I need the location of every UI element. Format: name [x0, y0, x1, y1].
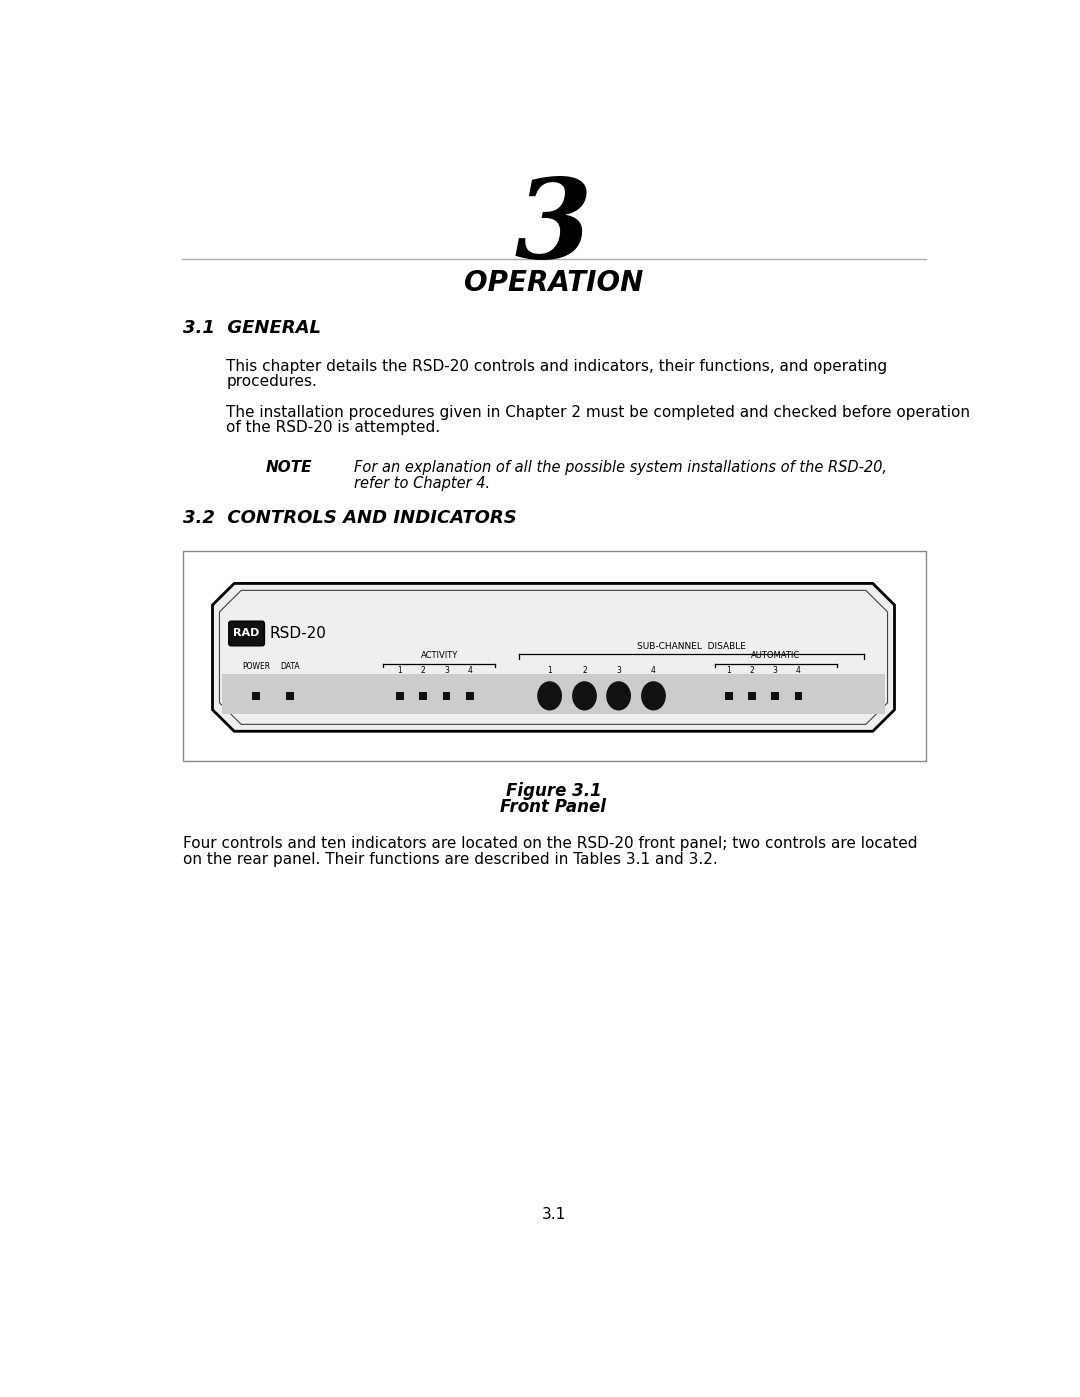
Text: DATA: DATA	[280, 662, 300, 671]
Text: Figure 3.1: Figure 3.1	[505, 782, 602, 800]
Bar	[771, 692, 779, 700]
Text: POWER: POWER	[242, 662, 270, 671]
Text: 3.2  CONTROLS AND INDICATORS: 3.2 CONTROLS AND INDICATORS	[183, 509, 517, 527]
Text: on the rear panel. Their functions are described in Tables 3.1 and 3.2.: on the rear panel. Their functions are d…	[183, 852, 718, 866]
Polygon shape	[213, 584, 894, 731]
Text: ACTIVITY: ACTIVITY	[420, 651, 458, 661]
Text: refer to Chapter 4.: refer to Chapter 4.	[353, 476, 489, 490]
Text: 1: 1	[548, 666, 552, 675]
Text: AUTOMATIC: AUTOMATIC	[752, 651, 800, 661]
Text: SUB-CHANNEL  DISABLE: SUB-CHANNEL DISABLE	[636, 643, 745, 651]
Bar	[443, 692, 450, 700]
Text: of the RSD-20 is attempted.: of the RSD-20 is attempted.	[227, 420, 441, 436]
Bar	[396, 692, 404, 700]
Text: 4: 4	[796, 666, 801, 675]
Text: 3.1: 3.1	[541, 1207, 566, 1222]
Text: RSD-20: RSD-20	[270, 626, 327, 641]
Bar	[465, 692, 474, 700]
Ellipse shape	[572, 682, 597, 711]
Ellipse shape	[606, 682, 631, 711]
Bar	[748, 692, 756, 700]
Bar	[252, 692, 260, 700]
Text: 3: 3	[515, 175, 592, 281]
Text: 2: 2	[750, 666, 754, 675]
Text: OPERATION: OPERATION	[463, 270, 644, 298]
Text: Four controls and ten indicators are located on the RSD-20 front panel; two cont: Four controls and ten indicators are loc…	[183, 837, 918, 851]
Text: This chapter details the RSD-20 controls and indicators, their functions, and op: This chapter details the RSD-20 controls…	[227, 359, 888, 374]
Text: 3: 3	[444, 666, 449, 675]
Ellipse shape	[642, 682, 666, 711]
Text: 1: 1	[397, 666, 403, 675]
Text: 2: 2	[582, 666, 586, 675]
Text: The installation procedures given in Chapter 2 must be completed and checked bef: The installation procedures given in Cha…	[227, 405, 971, 420]
Bar	[725, 692, 732, 700]
Bar	[286, 692, 294, 700]
FancyBboxPatch shape	[229, 622, 265, 645]
Text: 3.1  GENERAL: 3.1 GENERAL	[183, 319, 321, 337]
Text: procedures.: procedures.	[227, 374, 318, 390]
Text: 4: 4	[651, 666, 656, 675]
Text: 2: 2	[421, 666, 426, 675]
Bar	[183, 550, 926, 760]
Text: 1: 1	[726, 666, 731, 675]
Text: 3: 3	[772, 666, 778, 675]
Bar	[795, 692, 802, 700]
Text: NOTE: NOTE	[266, 461, 312, 475]
Text: Front Panel: Front Panel	[500, 798, 607, 816]
Text: 3: 3	[617, 666, 621, 675]
Ellipse shape	[537, 682, 562, 711]
Text: For an explanation of all the possible system installations of the RSD-20,: For an explanation of all the possible s…	[353, 461, 887, 475]
Text: RAD: RAD	[233, 629, 260, 638]
Bar	[221, 675, 886, 714]
Bar	[419, 692, 428, 700]
Text: 4: 4	[468, 666, 472, 675]
